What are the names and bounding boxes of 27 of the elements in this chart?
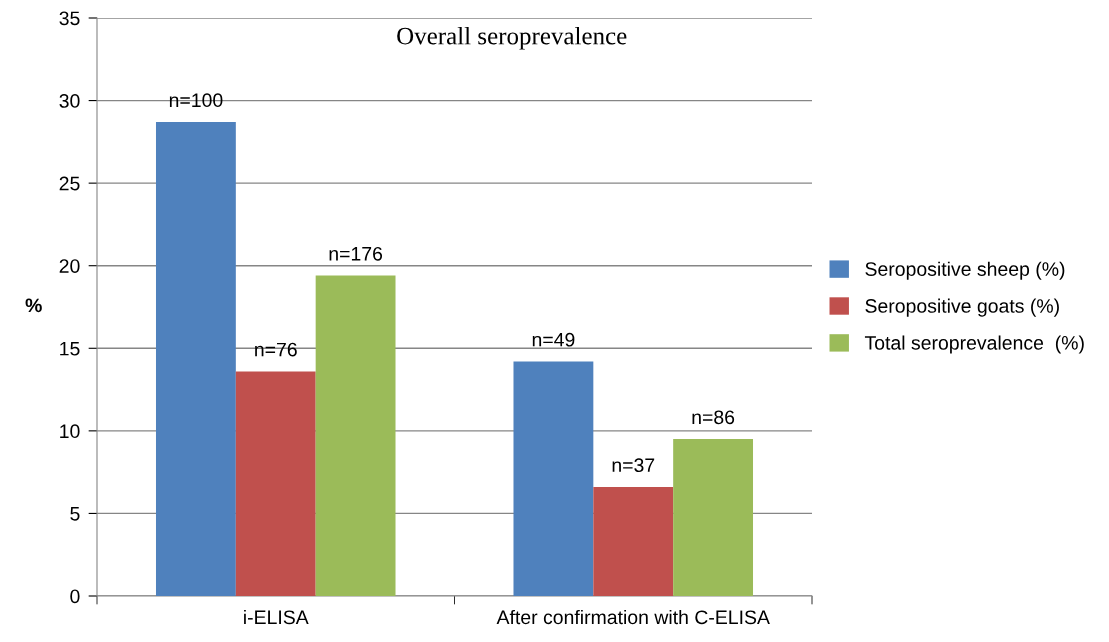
bar <box>593 487 674 596</box>
x-tick-label: After confirmation with C-ELISA <box>496 609 770 625</box>
y-tick-label: 25 <box>59 176 80 191</box>
annotation: n=37 <box>612 458 655 473</box>
y-axis-title: % <box>25 298 42 313</box>
annotation: n=76 <box>255 342 297 357</box>
y-tick-label: 0 <box>70 589 80 604</box>
y-tick-label: 35 <box>59 11 80 26</box>
bar <box>513 361 594 596</box>
legend-label: Seropositive goats (%) <box>865 298 1059 317</box>
y-tick-label: 15 <box>60 341 80 356</box>
legend-label: Seropositive sheep (%) <box>865 261 1065 280</box>
annotation: n=100 <box>169 93 223 108</box>
bar <box>673 439 754 596</box>
annotation: n=49 <box>532 332 575 347</box>
y-tick-label: 30 <box>59 94 80 108</box>
bar <box>235 371 316 596</box>
annotation: n=176 <box>329 246 383 261</box>
y-tick-label: 5 <box>70 507 80 521</box>
y-tick-label: 20 <box>59 259 80 273</box>
chart-title: Overall seroprevalence <box>397 26 627 50</box>
x-tick-label: i-ELISA <box>244 609 309 625</box>
y-tick-label: 10 <box>60 424 80 439</box>
bar <box>315 275 396 596</box>
annotation: n=86 <box>692 410 735 425</box>
legend-label: Total seroprevalence (%) <box>864 335 1084 354</box>
bar <box>155 122 236 596</box>
